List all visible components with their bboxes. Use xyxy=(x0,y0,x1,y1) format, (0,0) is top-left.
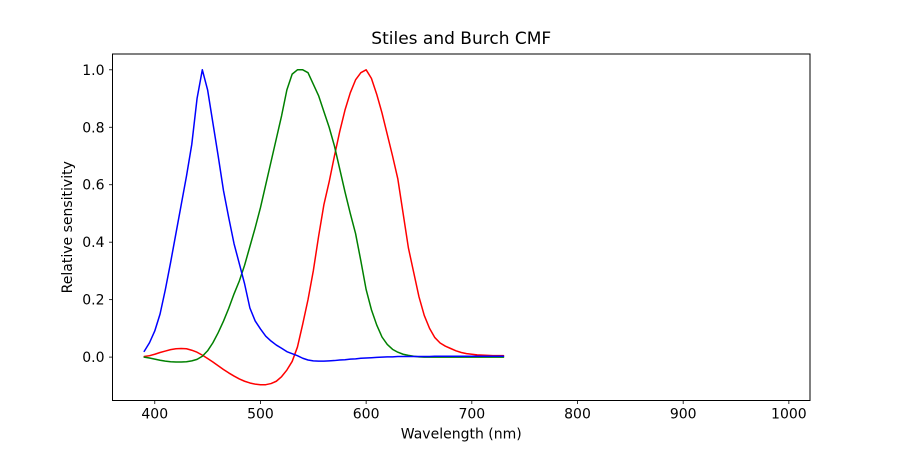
x-tick-label: 600 xyxy=(353,407,380,423)
series-line-red-cmf xyxy=(143,69,505,386)
x-tick-label: 500 xyxy=(247,407,274,423)
x-tick-label: 1000 xyxy=(771,407,807,423)
x-tick-label: 800 xyxy=(564,407,591,423)
x-axis-label: Wavelength (nm) xyxy=(401,427,522,443)
x-tick-label: 400 xyxy=(141,407,168,423)
series-line-blue-cmf xyxy=(143,69,505,362)
x-tick-label: 700 xyxy=(458,407,485,423)
series-line-green-cmf xyxy=(143,69,505,363)
chart-title: Stiles and Burch CMF xyxy=(371,29,551,49)
y-tick-label: 0.2 xyxy=(82,293,104,309)
y-tick-label: 0.6 xyxy=(82,178,104,194)
y-tick-label: 0.8 xyxy=(82,120,104,136)
x-tick-label: 900 xyxy=(670,407,697,423)
y-tick-label: 0.0 xyxy=(82,350,104,366)
y-tick-label: 1.0 xyxy=(82,63,104,79)
axes-border xyxy=(112,53,811,401)
y-tick-label: 0.4 xyxy=(82,235,104,251)
y-axis-label: Relative sensitivity xyxy=(60,161,76,293)
